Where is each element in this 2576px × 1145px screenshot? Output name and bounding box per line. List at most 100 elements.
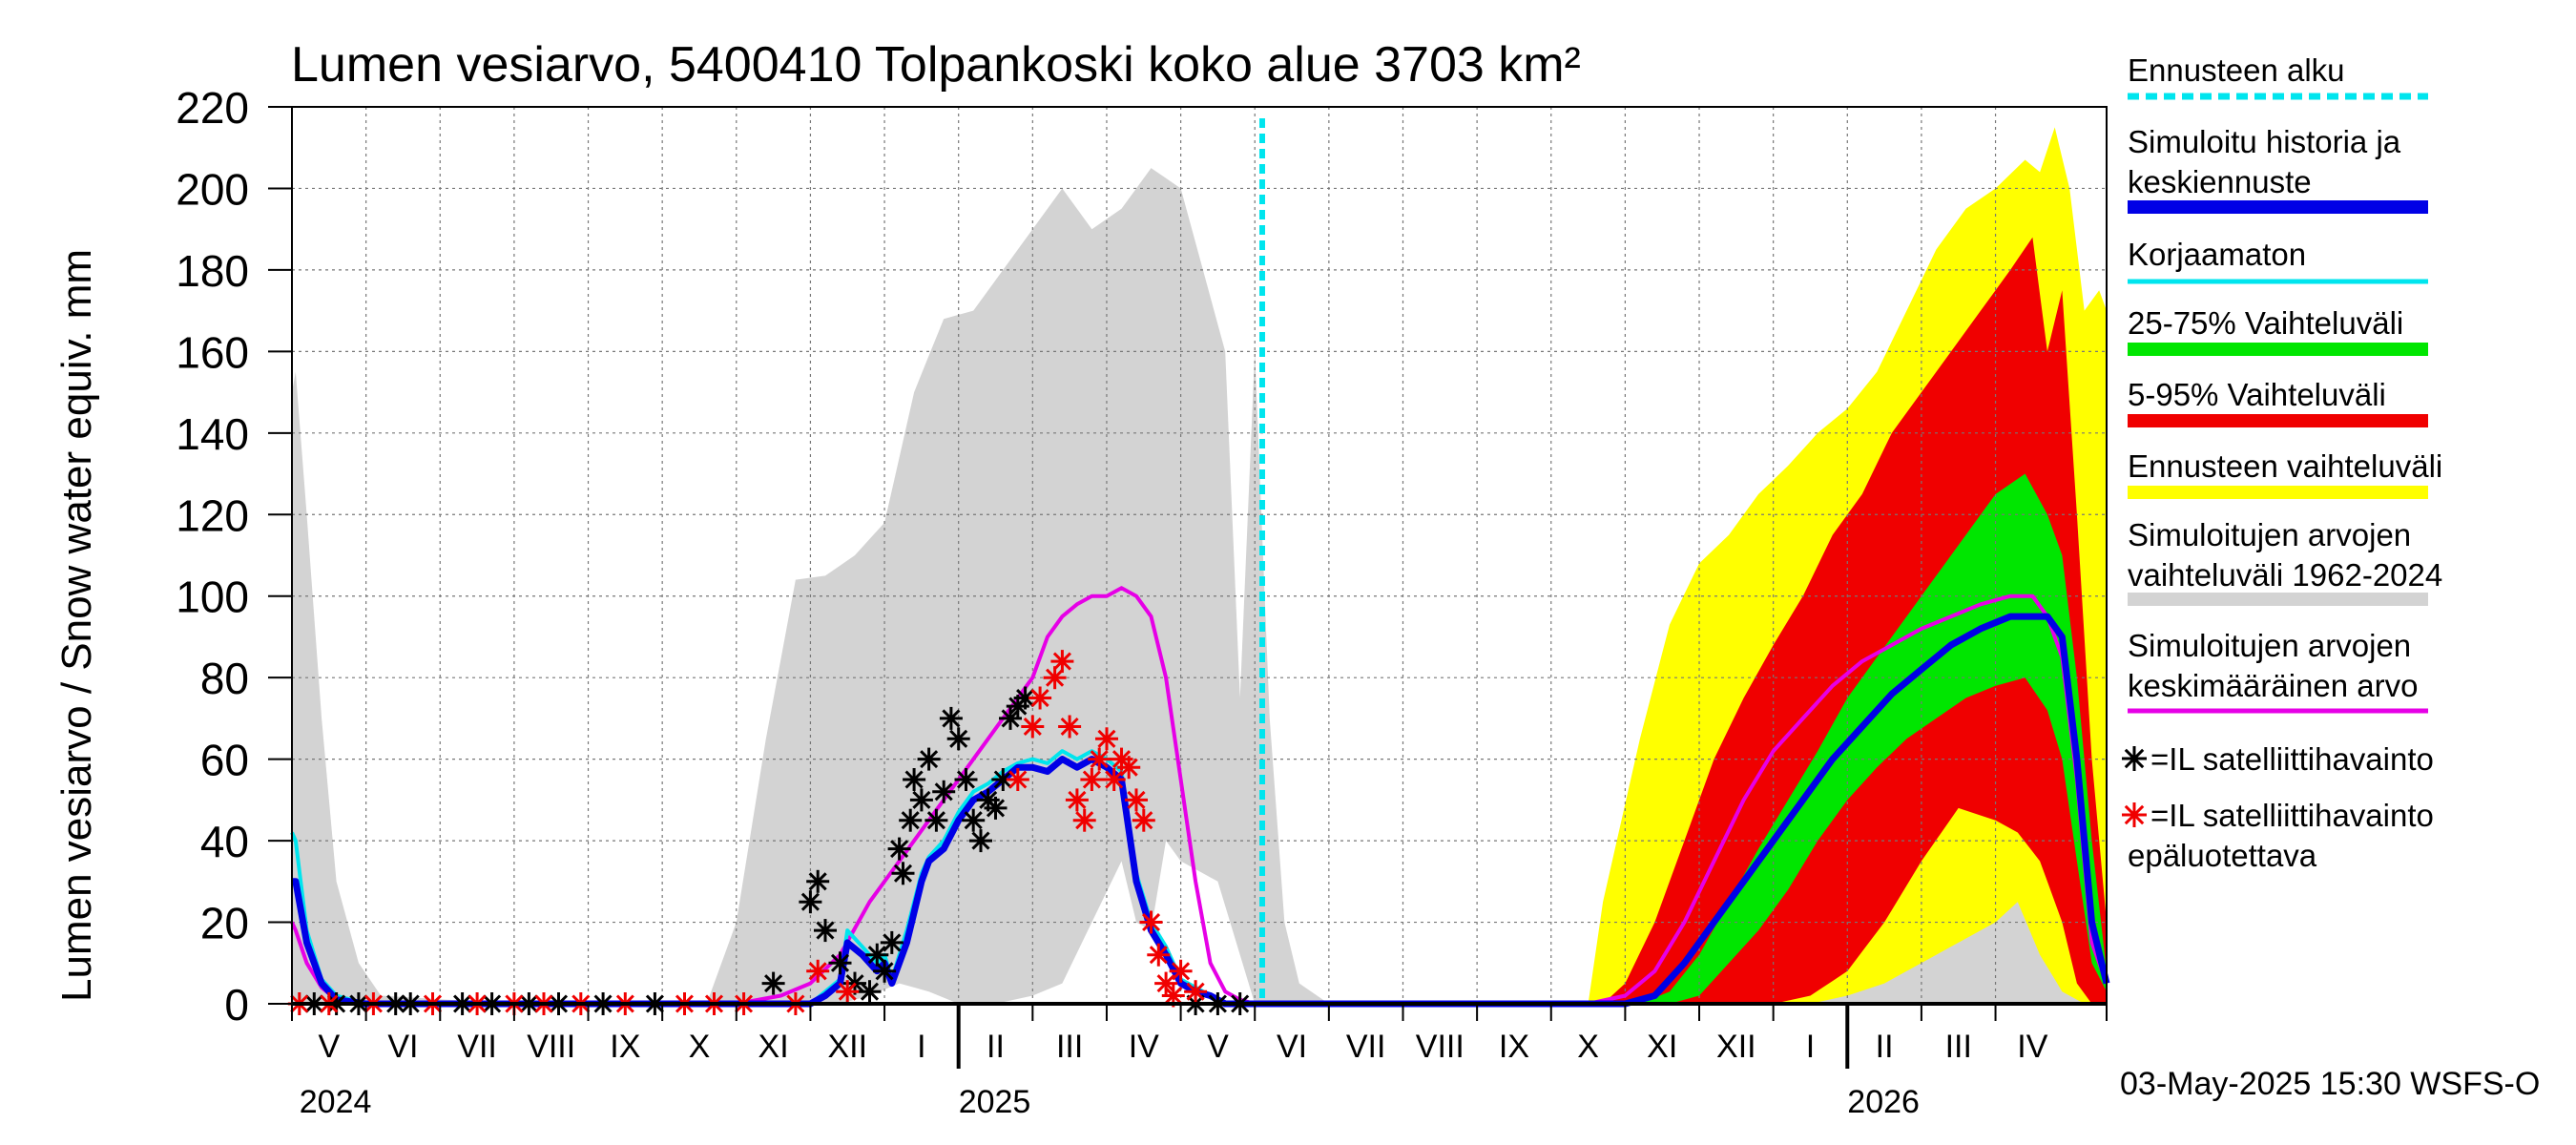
observation-unreliable-marker: [1095, 727, 1118, 751]
y-tick-label: 180: [176, 246, 249, 296]
simulated-line: [292, 613, 2110, 1008]
observation-unreliable-marker: [1102, 768, 1126, 791]
month-label: V: [1207, 1029, 1229, 1065]
month-label: VIII: [527, 1029, 575, 1065]
month-label: IX: [1499, 1029, 1529, 1065]
observation-unreliable-marker: [1028, 686, 1052, 710]
y-tick-label: 100: [176, 572, 249, 622]
month-label: VIII: [1416, 1029, 1465, 1065]
observation-unreliable-marker: [1080, 768, 1104, 791]
observation-marker: [932, 780, 956, 803]
month-label: I: [917, 1029, 925, 1065]
observation-marker: [799, 890, 822, 914]
observation-unreliable-marker: [1184, 980, 1208, 1004]
month-label: III: [1945, 1029, 1972, 1065]
observation-unreliable-marker: [1154, 971, 1178, 995]
observation-unreliable-marker: [1058, 715, 1082, 739]
observation-unreliable-marker: [1161, 984, 1185, 1008]
legend-label: =IL satelliittihavainto: [2150, 741, 2434, 777]
month-label: XII: [1716, 1029, 1756, 1065]
chart-title: Lumen vesiarvo, 5400410 Tolpankoski koko…: [291, 37, 1581, 93]
timestamp: 03-May-2025 15:30 WSFS-O: [2120, 1066, 2540, 1102]
y-tick-label: 0: [224, 980, 249, 1030]
observation-marker: [909, 788, 933, 812]
observation-marker: [806, 869, 830, 893]
year-label: 2026: [1847, 1084, 1920, 1120]
observation-unreliable-marker: [1117, 756, 1141, 780]
legend-label: Simuloitujen arvojen: [2128, 628, 2411, 663]
month-label: VI: [1277, 1029, 1307, 1065]
observation-marker: [828, 951, 852, 975]
observation-unreliable-marker: [1088, 747, 1111, 771]
y-tick-label: 40: [200, 817, 249, 866]
legend-label: Ennusteen alku: [2128, 52, 2345, 88]
y-tick-label: 140: [176, 409, 249, 459]
historical-range-band: [292, 168, 2107, 1005]
observation-unreliable-marker: [1125, 788, 1148, 812]
observation-marker: [999, 706, 1022, 730]
observation-marker: [899, 808, 923, 832]
month-label: II: [1876, 1029, 1894, 1065]
year-label: 2025: [959, 1084, 1031, 1120]
observation-unreliable-marker: [1147, 943, 1171, 967]
month-label: VII: [457, 1029, 497, 1065]
legend-label: vaihteluväli 1962-2024: [2128, 557, 2442, 593]
observation-marker: [858, 980, 882, 1004]
legend-label: Simuloitujen arvojen: [2128, 517, 2411, 552]
observation-marker: [954, 768, 978, 791]
month-label: X: [1577, 1029, 1599, 1065]
month-label: I: [1806, 1029, 1815, 1065]
observation-unreliable-marker: [1072, 808, 1096, 832]
month-label: V: [318, 1029, 340, 1065]
observation-unreliable-marker: [1050, 650, 1074, 674]
month-label: XI: [758, 1029, 789, 1065]
legend-star-icon: [2122, 746, 2147, 771]
month-label: II: [987, 1029, 1005, 1065]
observation-marker: [984, 796, 1008, 820]
observation-unreliable-marker: [836, 980, 860, 1004]
legend-label: Korjaamaton: [2128, 237, 2306, 272]
legend-label: keskiennuste: [2128, 164, 2312, 199]
y-tick-label: 220: [176, 83, 249, 133]
observation-marker: [873, 959, 897, 983]
observation-marker: [969, 829, 992, 853]
observation-unreliable-marker: [1169, 959, 1193, 983]
legend-label: 25-75% Vaihteluväli: [2128, 305, 2403, 341]
observation-marker: [880, 930, 904, 954]
y-tick-label: 160: [176, 327, 249, 377]
legend-star-icon: [2122, 802, 2147, 827]
observation-marker: [887, 837, 911, 861]
observation-marker: [962, 808, 986, 832]
observation-marker: [761, 971, 785, 995]
y-tick-label: 60: [200, 736, 249, 785]
observation-unreliable-marker: [1021, 715, 1045, 739]
legend-label: Simuloitu historia ja: [2128, 124, 2401, 159]
y-axis-label: Lumen vesiarvo / Snow water equiv. mm: [53, 249, 100, 1002]
observation-marker: [891, 862, 915, 885]
observation-marker: [917, 747, 941, 771]
legend: Ennusteen alku Simuloitu historia ja keski…: [2122, 52, 2442, 873]
month-label: IV: [1129, 1029, 1159, 1065]
legend-label: keskimääräinen arvo: [2128, 668, 2418, 703]
y-tick-label: 200: [176, 164, 249, 214]
legend-label: Ennusteen vaihteluväli: [2128, 448, 2442, 484]
month-label: XII: [827, 1029, 867, 1065]
p5-95-band: [1262, 237, 2107, 1004]
month-label: VII: [1346, 1029, 1386, 1065]
observation-unreliable-marker: [1006, 768, 1029, 791]
legend-label: =IL satelliittihavainto: [2150, 798, 2434, 833]
month-label: IV: [2017, 1029, 2047, 1065]
month-label: III: [1056, 1029, 1083, 1065]
month-label: VI: [387, 1029, 418, 1065]
legend-label: epäluotettava: [2128, 838, 2317, 873]
month-label: XI: [1647, 1029, 1677, 1065]
y-tick-label: 120: [176, 490, 249, 540]
observation-unreliable-marker: [1065, 788, 1089, 812]
year-label: 2024: [300, 1084, 372, 1120]
y-tick-label: 20: [200, 899, 249, 948]
month-label: X: [689, 1029, 711, 1065]
p25-75-band: [1262, 473, 2107, 1004]
observation-marker: [939, 706, 963, 730]
